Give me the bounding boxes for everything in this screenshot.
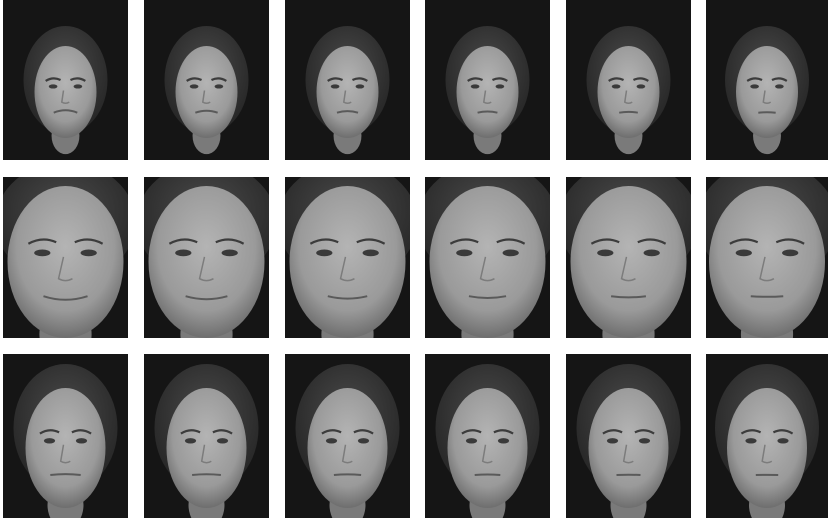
eye (74, 84, 83, 88)
eye (175, 249, 191, 256)
face-photo (137, 162, 277, 365)
eye (496, 84, 505, 88)
skin (448, 388, 528, 508)
skin (430, 186, 546, 338)
face-photo (559, 162, 699, 365)
skin (736, 46, 798, 138)
eye (745, 438, 756, 443)
eye (644, 249, 660, 256)
face-photo (425, 354, 550, 519)
face-photo (706, 0, 828, 160)
eye (185, 438, 196, 443)
mouth (334, 474, 361, 475)
eye (607, 438, 618, 443)
face-photo (285, 354, 410, 519)
eye (637, 84, 646, 88)
eye (81, 249, 97, 256)
eye (49, 84, 58, 88)
eye (215, 84, 224, 88)
eye (34, 249, 50, 256)
face-photo (144, 354, 269, 519)
face-photo (285, 0, 410, 160)
face-photo (3, 354, 128, 519)
eye (363, 249, 379, 256)
face-photo (566, 0, 691, 160)
skin (290, 186, 406, 338)
face-grid (0, 0, 828, 519)
eye (750, 84, 759, 88)
eye (498, 438, 509, 443)
skin (167, 388, 247, 508)
skin (308, 388, 388, 508)
page: (() => { const data = JSON.parse(documen… (0, 0, 828, 519)
eye (456, 249, 472, 256)
face-photo (566, 354, 691, 519)
eye (777, 438, 788, 443)
skin (589, 388, 669, 508)
face-photo (278, 162, 418, 365)
face-photo (418, 162, 558, 365)
eye (466, 438, 477, 443)
eye (782, 249, 798, 256)
mouth (192, 474, 221, 475)
eye (612, 84, 621, 88)
skin (149, 186, 265, 338)
face-photo (144, 0, 269, 160)
mouth (751, 296, 783, 297)
face-photo (697, 162, 828, 365)
skin (727, 388, 807, 508)
eye (326, 438, 337, 443)
eye (76, 438, 87, 443)
face-photo (425, 0, 550, 160)
eye (736, 249, 752, 256)
skin (26, 388, 106, 508)
skin (35, 46, 97, 138)
face-photo (706, 354, 828, 519)
skin (8, 186, 124, 338)
eye (639, 438, 650, 443)
eye (358, 438, 369, 443)
eye (316, 249, 332, 256)
mouth (50, 474, 80, 475)
skin (176, 46, 238, 138)
eye (331, 84, 340, 88)
eye (471, 84, 480, 88)
eye (222, 249, 238, 256)
face-photo (3, 0, 128, 160)
eye (356, 84, 365, 88)
skin (571, 186, 687, 338)
eye (190, 84, 199, 88)
skin (598, 46, 660, 138)
skin (457, 46, 519, 138)
face-photo (0, 162, 136, 365)
eye (775, 84, 784, 88)
skin (317, 46, 379, 138)
eye (503, 249, 519, 256)
eye (44, 438, 55, 443)
eye (217, 438, 228, 443)
skin (709, 186, 825, 338)
eye (597, 249, 613, 256)
mouth (619, 112, 638, 113)
